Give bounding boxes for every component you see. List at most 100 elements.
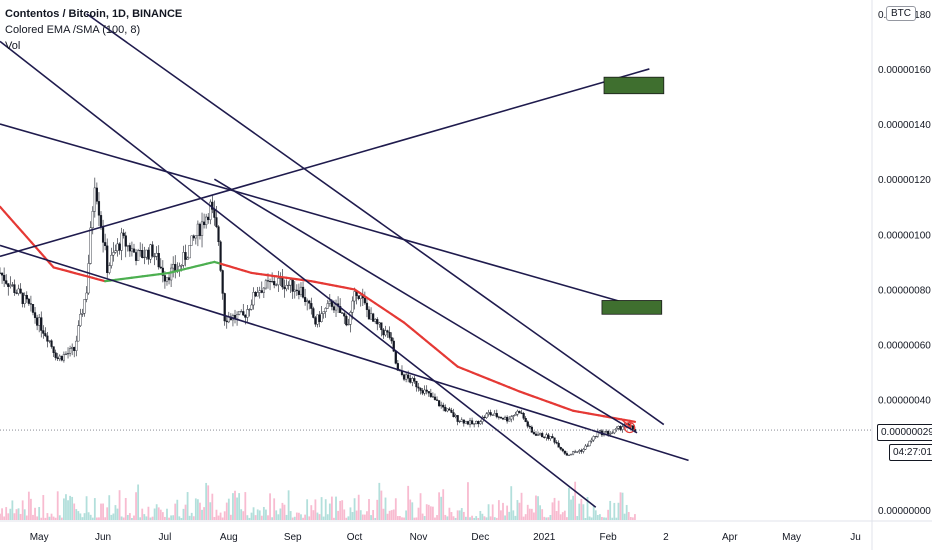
candle-body: [71, 346, 74, 349]
candle-body: [118, 243, 121, 251]
candle-body: [607, 431, 610, 435]
target-zones[interactable]: [601, 76, 665, 315]
trend-line[interactable]: [0, 244, 689, 462]
volume-bar: [483, 516, 486, 520]
volume-bar: [625, 504, 628, 520]
volume-bar: [145, 516, 148, 520]
candle-body: [444, 406, 447, 412]
volume-bar: [497, 500, 500, 520]
volume-bar: [155, 504, 158, 520]
target-zone[interactable]: [603, 76, 665, 95]
volume-bar: [227, 498, 230, 520]
volume-bar: [19, 513, 22, 520]
candle-body: [291, 279, 294, 292]
volume-bar: [159, 509, 162, 520]
candle-body: [182, 252, 185, 266]
volume-bar: [621, 492, 624, 520]
trend-line[interactable]: [213, 178, 638, 434]
volume-bar: [188, 515, 191, 520]
candle-body: [394, 350, 397, 364]
candle-body: [215, 217, 218, 227]
volume-bar: [386, 513, 389, 520]
volume-bar: [295, 512, 298, 520]
candle-body: [440, 404, 443, 407]
volume-bar: [77, 511, 80, 520]
trend-lines[interactable]: [0, 13, 689, 508]
currency-button[interactable]: BTC: [886, 6, 916, 21]
volume-bar: [541, 509, 544, 520]
volume-bar: [380, 490, 383, 520]
trend-line[interactable]: [86, 13, 665, 426]
volume-bar: [258, 510, 261, 520]
candle-body: [250, 304, 253, 310]
legend-volume[interactable]: Vol: [5, 40, 21, 52]
volume-bar: [5, 507, 8, 520]
candle-body: [520, 412, 523, 414]
candle-body: [7, 283, 10, 287]
volume-bar: [553, 497, 556, 520]
candle-body: [188, 245, 191, 259]
candle-body: [27, 298, 30, 304]
candle-body: [244, 314, 247, 318]
candle-body: [549, 436, 552, 439]
candle-body: [506, 416, 509, 422]
trend-line[interactable]: [0, 123, 656, 313]
volume-bar: [180, 517, 183, 520]
candle-body: [58, 355, 61, 360]
volume-bar: [15, 509, 18, 520]
candle-body: [324, 307, 327, 312]
candle-body: [310, 303, 313, 309]
ema-segment: [48, 261, 55, 269]
candle-body: [516, 410, 519, 415]
candle-body: [567, 454, 571, 456]
volume-bar: [504, 515, 506, 520]
candle-body: [372, 313, 375, 322]
volume-bar: [576, 516, 579, 520]
legend-indicator[interactable]: Colored EMA /SMA (100, 8): [5, 24, 141, 36]
trend-line[interactable]: [0, 68, 650, 258]
candle-body: [172, 264, 175, 269]
candle-body: [153, 256, 156, 258]
candle-body: [161, 267, 164, 276]
volume-bar: [87, 512, 90, 520]
volume-bar: [0, 513, 1, 520]
candle-body: [427, 391, 430, 394]
candle-body: [479, 421, 482, 425]
volume-bar: [149, 517, 152, 520]
volume-bar: [11, 500, 14, 520]
candle-body: [588, 440, 591, 447]
volume-bar: [260, 515, 263, 520]
ema-segment: [34, 246, 42, 254]
candle-body: [322, 311, 325, 314]
volume-bar: [135, 492, 137, 520]
candle-body: [151, 244, 154, 257]
candle-body: [209, 201, 212, 221]
candle-body: [512, 415, 515, 417]
volume-bar: [559, 514, 562, 520]
target-zone[interactable]: [601, 300, 663, 315]
candle-body: [328, 300, 331, 304]
candle-body: [194, 235, 197, 239]
candle-body: [170, 267, 173, 281]
volume-bar: [236, 497, 238, 520]
candle-body: [52, 346, 55, 353]
candle-body: [167, 277, 171, 281]
volume-bar: [271, 517, 274, 520]
candle-body: [341, 312, 344, 314]
x-tick-label: 2021: [533, 532, 556, 543]
volume-bar: [98, 517, 100, 520]
candle-body: [613, 429, 616, 434]
volume-bar: [328, 503, 331, 520]
candle-body: [518, 410, 521, 414]
volume-bar: [316, 512, 319, 520]
volume-bar: [376, 499, 379, 520]
volume-bar: [495, 517, 498, 520]
volume-bar: [543, 516, 546, 520]
candle-body: [46, 335, 49, 342]
volume-bar: [382, 508, 385, 520]
trend-line[interactable]: [0, 40, 597, 508]
volume-bar: [627, 512, 630, 520]
candle-body: [590, 439, 593, 442]
